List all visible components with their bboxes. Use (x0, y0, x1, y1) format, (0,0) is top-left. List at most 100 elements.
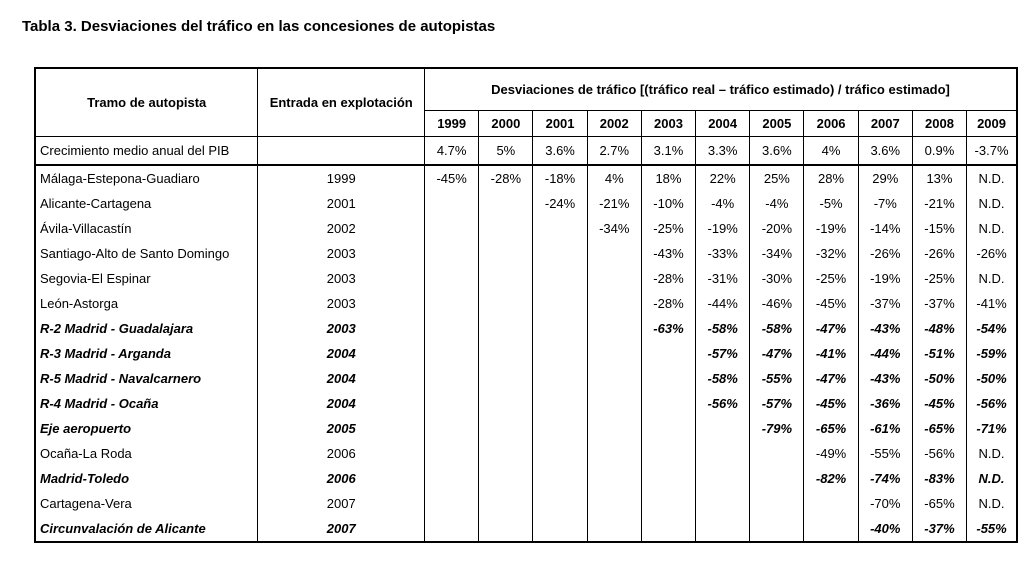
entrada-year: 2007 (257, 491, 426, 516)
header-tramo: Tramo de autopista (34, 67, 259, 137)
tramo-name: R-2 Madrid - Guadalajara (34, 316, 259, 341)
deviation-cell: -45% (803, 391, 859, 416)
deviation-cell: -40% (857, 516, 913, 543)
deviation-cell (640, 391, 697, 416)
deviation-cell: -18% (532, 165, 588, 191)
deviation-cell: -26% (966, 241, 1018, 266)
deviation-cell (586, 341, 642, 366)
pib-value: 3.6% (749, 136, 805, 166)
table-row: León-Astorga 2003 -28% -44% -46% -45% -37% -37%… (34, 291, 1018, 316)
deviation-cell: -83% (911, 466, 968, 491)
deviation-cell (695, 491, 751, 516)
table-row: R-3 Madrid - Arganda 2004 -57% -47% -41% -44%… (34, 341, 1018, 366)
deviation-cell (532, 516, 588, 543)
deviation-cell (749, 466, 805, 491)
deviation-cell (424, 291, 480, 316)
deviation-cell: -54% (966, 316, 1018, 341)
deviation-cell (532, 341, 588, 366)
deviation-cell: -58% (749, 316, 805, 341)
deviation-cell: -82% (803, 466, 859, 491)
deviation-cell: -55% (857, 441, 913, 466)
entrada-year: 2006 (257, 466, 426, 491)
deviation-cell (478, 341, 534, 366)
tramo-name: R-4 Madrid - Ocaña (34, 391, 259, 416)
deviation-cell: -65% (911, 491, 968, 516)
deviation-cell: -44% (857, 341, 913, 366)
deviation-cell: -70% (857, 491, 913, 516)
deviation-cell: -34% (586, 216, 642, 241)
deviation-cell (424, 516, 480, 543)
deviation-cell (640, 416, 697, 441)
tramo-name: R-3 Madrid - Arganda (34, 341, 259, 366)
pib-value: 3.1% (640, 136, 697, 166)
table-row: Santiago-Alto de Santo Domingo 2003 -43% -3… (34, 241, 1018, 266)
deviation-cell: N.D. (966, 491, 1018, 516)
entrada-year: 2004 (257, 366, 426, 391)
deviation-cell: -43% (857, 316, 913, 341)
year-header-2007: 2007 (857, 110, 913, 137)
deviation-cell: -10% (640, 191, 697, 216)
year-header-1999: 1999 (424, 110, 480, 137)
deviation-cell (586, 441, 642, 466)
header-entrada: Entrada en explotación (257, 67, 426, 137)
deviation-cell: -28% (640, 291, 697, 316)
pib-entrada-cell (257, 136, 426, 166)
year-header-2008: 2008 (911, 110, 968, 137)
deviation-cell: -20% (749, 216, 805, 241)
traffic-deviation-table: Tramo de autopista Entrada en explotació… (34, 67, 1018, 543)
year-header-row: 1999 2000 2001 2002 2003 2004 2005 2006 2007 2008… (35, 110, 1018, 137)
deviation-cell: -24% (532, 191, 588, 216)
deviation-cell: -63% (640, 316, 697, 341)
year-header-2004: 2004 (695, 110, 751, 137)
deviation-cell: 22% (695, 165, 751, 191)
deviation-cell (424, 366, 480, 391)
pib-value: 3.6% (857, 136, 913, 166)
entrada-year: 1999 (257, 165, 426, 191)
deviation-cell (803, 516, 859, 543)
deviation-cell (424, 466, 480, 491)
deviation-cell (586, 491, 642, 516)
deviation-cell: -49% (803, 441, 859, 466)
deviation-cell: -59% (966, 341, 1018, 366)
deviation-cell (695, 516, 751, 543)
deviation-cell (749, 516, 805, 543)
table-title: Tabla 3. Desviaciones del tráfico en las… (22, 18, 496, 35)
deviation-cell: -25% (911, 266, 968, 291)
deviation-cell: -43% (857, 366, 913, 391)
table-row: R-5 Madrid - Navalcarnero 2004 -58% -55% -47… (34, 366, 1018, 391)
deviation-cell (478, 441, 534, 466)
tramo-name: Circunvalación de Alicante (34, 516, 259, 543)
entrada-year: 2003 (257, 291, 426, 316)
year-header-2001: 2001 (532, 110, 588, 137)
deviation-cell (478, 316, 534, 341)
year-header-2005: 2005 (749, 110, 805, 137)
year-header-2002: 2002 (586, 110, 642, 137)
deviation-cell: -71% (966, 416, 1018, 441)
tramo-name: Santiago-Alto de Santo Domingo (34, 241, 259, 266)
deviation-cell: -19% (695, 216, 751, 241)
deviation-cell: -65% (803, 416, 859, 441)
deviation-cell (640, 441, 697, 466)
entrada-year: 2001 (257, 191, 426, 216)
pib-value: 0.9% (911, 136, 968, 166)
deviation-cell: -57% (749, 391, 805, 416)
deviation-cell (640, 466, 697, 491)
deviation-cell (478, 516, 534, 543)
deviation-cell: -47% (749, 341, 805, 366)
tramo-name: Alicante-Cartagena (34, 191, 259, 216)
entrada-year: 2003 (257, 316, 426, 341)
deviation-cell (532, 316, 588, 341)
deviation-cell: -74% (857, 466, 913, 491)
deviation-cell: -28% (478, 165, 534, 191)
deviation-cell: -45% (911, 391, 968, 416)
deviation-cell (532, 391, 588, 416)
tramo-name: R-5 Madrid - Navalcarnero (34, 366, 259, 391)
deviation-cell (424, 441, 480, 466)
entrada-year: 2006 (257, 441, 426, 466)
deviation-cell: -79% (749, 416, 805, 441)
deviation-cell: -50% (966, 366, 1018, 391)
deviation-cell: N.D. (966, 191, 1018, 216)
deviation-cell (532, 266, 588, 291)
tramo-name: Málaga-Estepona-Guadiaro (34, 165, 259, 191)
deviation-cell (478, 491, 534, 516)
